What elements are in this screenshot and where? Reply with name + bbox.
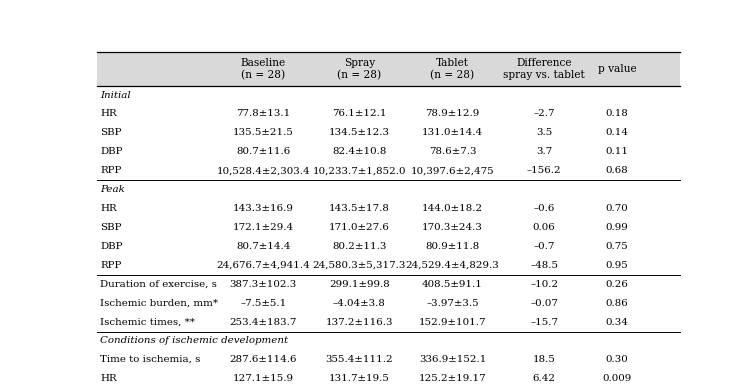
Text: HR: HR <box>100 374 117 383</box>
Text: –7.5±5.1: –7.5±5.1 <box>240 299 286 308</box>
Text: 127.1±15.9: 127.1±15.9 <box>233 374 294 383</box>
Text: Ischemic times, **: Ischemic times, ** <box>100 318 195 327</box>
Text: 6.42: 6.42 <box>532 374 556 383</box>
Text: 3.5: 3.5 <box>536 129 552 138</box>
Text: 144.0±18.2: 144.0±18.2 <box>422 203 483 212</box>
Text: –4.04±3.8: –4.04±3.8 <box>333 299 386 308</box>
Text: 0.18: 0.18 <box>606 109 628 118</box>
Text: HR: HR <box>100 203 117 212</box>
Text: Time to ischemia, s: Time to ischemia, s <box>100 355 201 364</box>
Text: 24,529.4±4,829.3: 24,529.4±4,829.3 <box>405 261 499 270</box>
Text: SBP: SBP <box>100 129 122 138</box>
Text: 134.5±12.3: 134.5±12.3 <box>328 129 390 138</box>
Text: 0.06: 0.06 <box>533 223 556 232</box>
Text: –0.07: –0.07 <box>530 299 558 308</box>
Text: Baseline
(n = 28): Baseline (n = 28) <box>241 58 286 80</box>
Text: RPP: RPP <box>100 167 122 176</box>
Text: 82.4±10.8: 82.4±10.8 <box>332 147 387 156</box>
Text: 125.2±19.17: 125.2±19.17 <box>418 374 486 383</box>
Text: Difference
spray vs. tablet: Difference spray vs. tablet <box>504 58 585 80</box>
Text: 0.70: 0.70 <box>606 203 628 212</box>
Text: Tablet
(n = 28): Tablet (n = 28) <box>430 58 474 80</box>
Text: 80.7±11.6: 80.7±11.6 <box>236 147 291 156</box>
Text: 0.34: 0.34 <box>606 318 628 327</box>
Text: –2.7: –2.7 <box>533 109 555 118</box>
Text: 77.8±13.1: 77.8±13.1 <box>236 109 291 118</box>
Text: 10,233.7±1,852.0: 10,233.7±1,852.0 <box>313 167 406 176</box>
Text: 152.9±101.7: 152.9±101.7 <box>419 318 486 327</box>
Text: 3.7: 3.7 <box>536 147 552 156</box>
Text: Conditions of ischemic development: Conditions of ischemic development <box>100 336 288 345</box>
Text: DBP: DBP <box>100 241 123 250</box>
Text: 336.9±152.1: 336.9±152.1 <box>419 355 486 364</box>
Text: Duration of exercise, s: Duration of exercise, s <box>100 279 217 289</box>
Text: 76.1±12.1: 76.1±12.1 <box>332 109 387 118</box>
Text: SBP: SBP <box>100 223 122 232</box>
Text: Initial: Initial <box>100 91 131 100</box>
Text: 131.7±19.5: 131.7±19.5 <box>329 374 390 383</box>
Text: 143.3±16.9: 143.3±16.9 <box>233 203 294 212</box>
Text: 171.0±27.6: 171.0±27.6 <box>329 223 390 232</box>
Text: 0.11: 0.11 <box>606 147 628 156</box>
Text: 0.30: 0.30 <box>606 355 628 364</box>
Text: p value: p value <box>598 64 636 74</box>
Text: 0.86: 0.86 <box>606 299 628 308</box>
Text: 10,397.6±2,475: 10,397.6±2,475 <box>411 167 495 176</box>
Bar <box>97 52 680 86</box>
Text: 0.75: 0.75 <box>606 241 628 250</box>
Text: –48.5: –48.5 <box>530 261 558 270</box>
Text: 18.5: 18.5 <box>533 355 556 364</box>
Text: 135.5±21.5: 135.5±21.5 <box>233 129 294 138</box>
Text: 408.5±91.1: 408.5±91.1 <box>422 279 483 289</box>
Text: 172.1±29.4: 172.1±29.4 <box>233 223 294 232</box>
Text: 287.6±114.6: 287.6±114.6 <box>230 355 297 364</box>
Text: 143.5±17.8: 143.5±17.8 <box>329 203 390 212</box>
Text: –15.7: –15.7 <box>530 318 558 327</box>
Text: 387.3±102.3: 387.3±102.3 <box>230 279 297 289</box>
Text: 80.9±11.8: 80.9±11.8 <box>425 241 479 250</box>
Text: –3.97±3.5: –3.97±3.5 <box>426 299 479 308</box>
Text: 0.68: 0.68 <box>606 167 628 176</box>
Text: 0.26: 0.26 <box>606 279 628 289</box>
Text: Spray
(n = 28): Spray (n = 28) <box>337 58 381 80</box>
Text: –10.2: –10.2 <box>530 279 558 289</box>
Text: 0.009: 0.009 <box>602 374 631 383</box>
Text: 299.1±99.8: 299.1±99.8 <box>329 279 390 289</box>
Text: –0.6: –0.6 <box>534 203 555 212</box>
Text: 0.99: 0.99 <box>606 223 628 232</box>
Text: 24,676.7±4,941.4: 24,676.7±4,941.4 <box>217 261 310 270</box>
Text: 10,528.4±2,303.4: 10,528.4±2,303.4 <box>217 167 310 176</box>
Text: 131.0±14.4: 131.0±14.4 <box>422 129 483 138</box>
Text: 253.4±183.7: 253.4±183.7 <box>230 318 297 327</box>
Text: 170.3±24.3: 170.3±24.3 <box>422 223 483 232</box>
Text: Peak: Peak <box>100 185 125 194</box>
Text: 78.6±7.3: 78.6±7.3 <box>429 147 476 156</box>
Text: –0.7: –0.7 <box>534 241 555 250</box>
Text: DBP: DBP <box>100 147 123 156</box>
Text: Ischemic burden, mm*: Ischemic burden, mm* <box>100 299 218 308</box>
Text: 137.2±116.3: 137.2±116.3 <box>325 318 393 327</box>
Text: 80.7±14.4: 80.7±14.4 <box>236 241 291 250</box>
Text: 78.9±12.9: 78.9±12.9 <box>425 109 479 118</box>
Text: 355.4±111.2: 355.4±111.2 <box>325 355 393 364</box>
Text: 80.2±11.3: 80.2±11.3 <box>332 241 387 250</box>
Text: RPP: RPP <box>100 261 122 270</box>
Text: 24,580.3±5,317.3: 24,580.3±5,317.3 <box>313 261 406 270</box>
Text: 0.14: 0.14 <box>606 129 628 138</box>
Text: –156.2: –156.2 <box>527 167 562 176</box>
Text: 0.95: 0.95 <box>606 261 628 270</box>
Text: HR: HR <box>100 109 117 118</box>
